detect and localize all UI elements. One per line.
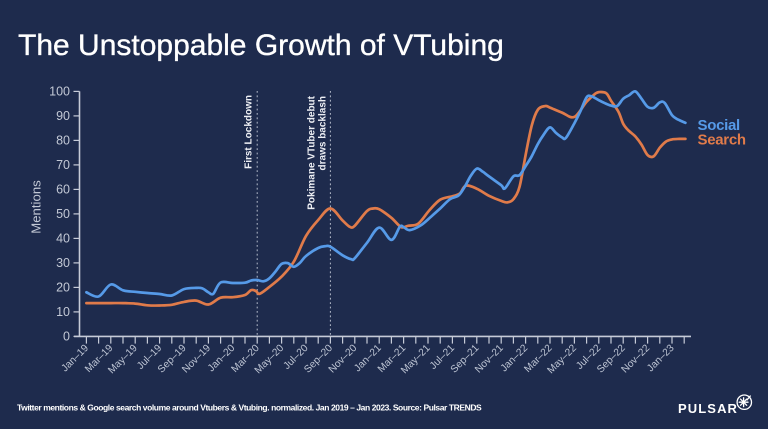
svg-text:10: 10 [56,305,70,319]
svg-text:70: 70 [56,158,70,172]
svg-text:60: 60 [56,183,70,197]
svg-text:Twitter mentions & Google sear: Twitter mentions & Google search volume … [17,403,482,413]
svg-text:First Lockdown: First Lockdown [244,95,255,169]
svg-text:50: 50 [56,207,70,221]
svg-text:draws backlash: draws backlash [318,96,329,170]
svg-text:80: 80 [56,134,70,148]
svg-text:40: 40 [56,232,70,246]
svg-text:0: 0 [63,330,70,344]
svg-text:Search: Search [698,132,746,149]
svg-text:30: 30 [56,256,70,270]
svg-text:Jan–23: Jan–23 [645,343,677,375]
svg-text:The Unstoppable Growth of VTub: The Unstoppable Growth of VTubing [18,29,504,62]
svg-text:20: 20 [56,281,70,295]
svg-text:Mentions: Mentions [29,180,44,234]
svg-text:Pokimane VTuber debut: Pokimane VTuber debut [307,95,318,209]
svg-text:100: 100 [49,85,70,99]
svg-text:Social: Social [698,117,741,134]
svg-text:90: 90 [56,109,70,123]
svg-text:PULSAR: PULSAR [678,401,738,416]
